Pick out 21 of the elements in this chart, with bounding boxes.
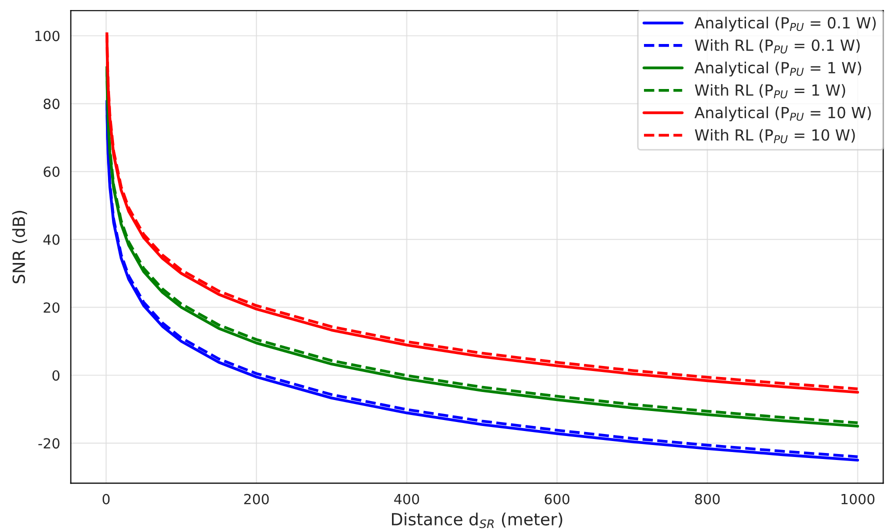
legend-label: With RL (P$_{PU}$ = 1 W) [694,84,846,98]
x-axis-title: Distance d$_{SR}$ (meter) [392,512,562,528]
x-tick-label: 600 [544,494,570,504]
y-tick-label: 0 [52,370,60,381]
legend-label: With RL (P$_{PU}$ = 10 W) [694,128,855,144]
x-tick-label: 200 [244,494,269,504]
legend-label: With RL (P$_{PU}$ = 0.1 W) [694,39,860,54]
legend-label: Analytical (P$_{PU}$ = 10 W) [694,106,871,122]
x-tick-label: 400 [394,494,420,504]
y-tick-label: 20 [44,302,60,313]
legend-label: Analytical (P$_{PU}$ = 1 W) [694,62,862,76]
x-tick-label: 1000 [842,494,874,504]
y-axis-title: SNR (dB) [12,210,28,284]
y-tick-label: 60 [44,166,60,178]
x-tick-label: 0 [102,494,110,504]
y-tick-label: 80 [44,98,60,110]
legend-label: Analytical (P$_{PU}$ = 0.1 W) [694,16,876,32]
y-tick-label: -20 [38,438,60,449]
y-tick-label: 100 [35,30,60,42]
y-tick-label: 40 [43,234,60,245]
x-tick-label: 800 [695,494,720,504]
